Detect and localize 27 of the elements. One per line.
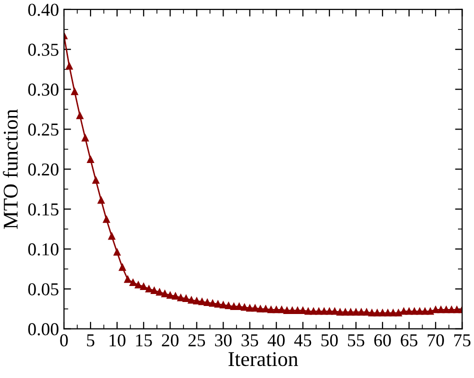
x-tick-label: 30 (215, 334, 232, 346)
x-tick-label: 35 (242, 334, 258, 346)
x-tick-label: 45 (294, 334, 312, 346)
y-tick-label: 0.25 (28, 123, 58, 136)
x-tick-label: 70 (428, 334, 444, 346)
y-tick-label: 0.20 (28, 163, 58, 176)
x-tick-label: 55 (348, 334, 364, 346)
y-tick-label: 0.00 (28, 323, 58, 336)
y-tick-label: 0.40 (28, 4, 58, 16)
x-tick-label: 65 (400, 334, 418, 346)
x-tick-label: 50 (321, 334, 338, 346)
x-tick-label: 20 (162, 334, 179, 346)
y-tick-label: 0.30 (28, 84, 58, 96)
x-axis-title: Iteration (228, 352, 298, 366)
x-tick-label: 25 (188, 334, 206, 346)
x-tick-label: 75 (454, 334, 470, 346)
y-axis-title: MTO function (2, 109, 18, 229)
x-tick-label: 40 (268, 334, 285, 346)
x-tick-label: 15 (136, 334, 152, 346)
y-tick-label: 0.05 (28, 283, 58, 296)
y-tick-label: 0.35 (28, 44, 58, 56)
x-tick-label: 10 (110, 334, 126, 346)
y-tick-label: 0.10 (28, 243, 58, 256)
x-tick-label: 0 (60, 334, 68, 346)
x-tick-label: 5 (87, 334, 94, 346)
y-tick-label: 0.15 (28, 203, 58, 216)
x-tick-label: 60 (374, 334, 391, 346)
